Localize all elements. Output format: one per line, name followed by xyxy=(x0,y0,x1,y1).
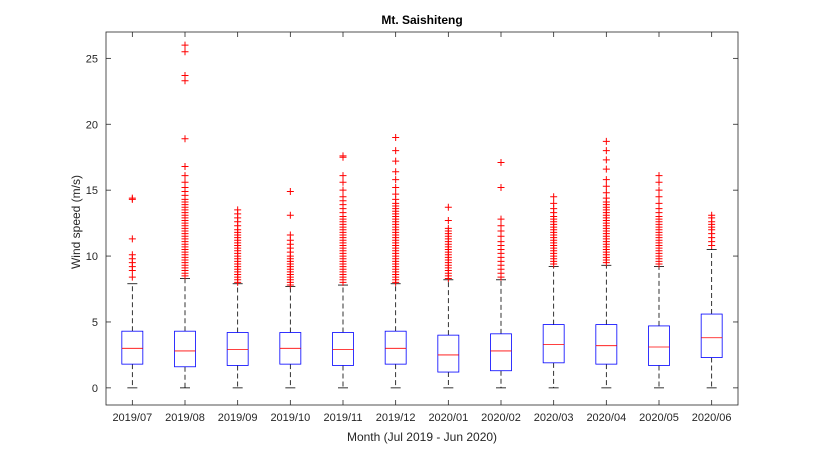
y-axis-label: Wind speed (m/s) xyxy=(69,175,83,269)
outlier-point xyxy=(339,178,347,186)
outlier-point xyxy=(602,165,610,173)
outlier-point xyxy=(708,211,716,219)
iqr-box xyxy=(226,332,249,366)
y-tick-label: 0 xyxy=(92,383,98,395)
iqr-box xyxy=(700,313,723,358)
x-tick-label: 2020/05 xyxy=(639,412,679,424)
outlier-point xyxy=(181,178,189,186)
y-tick-label: 20 xyxy=(86,119,98,131)
plot-frame xyxy=(105,31,739,406)
outlier-point xyxy=(392,176,400,184)
x-axis-label: Month (Jul 2019 - Jun 2020) xyxy=(347,430,497,444)
outlier-point xyxy=(550,199,558,207)
x-tick-label: 2019/11 xyxy=(324,412,363,424)
outlier-point xyxy=(181,135,189,143)
x-tick-label: 2019/09 xyxy=(218,412,258,424)
y-tick-label: 5 xyxy=(92,317,98,329)
x-tick-label: 2019/10 xyxy=(270,412,310,424)
y-tick-label: 10 xyxy=(86,251,98,263)
outlier-point xyxy=(339,186,347,194)
box-group-2020-05 xyxy=(648,172,670,389)
outlier-point xyxy=(655,172,663,180)
outlier-point xyxy=(392,157,400,165)
outlier-point xyxy=(602,156,610,164)
outlier-point xyxy=(655,193,663,201)
outlier-point xyxy=(602,147,610,155)
iqr-box xyxy=(595,324,618,365)
iqr-box xyxy=(121,330,144,365)
box-group-2019-07 xyxy=(121,194,144,389)
outlier-point xyxy=(497,222,505,230)
outlier-point xyxy=(181,162,189,170)
outlier-point xyxy=(128,251,136,259)
x-tick-label: 2020/06 xyxy=(692,412,732,424)
chart-title: Mt. Saishiteng xyxy=(381,13,462,27)
x-tick-label: 2020/03 xyxy=(534,412,574,424)
box-group-2019-10 xyxy=(279,187,302,389)
outlier-point xyxy=(339,172,347,180)
iqr-box xyxy=(437,334,460,373)
outlier-point xyxy=(444,224,452,232)
outlier-point xyxy=(655,199,663,207)
iqr-box xyxy=(174,330,196,368)
iqr-box xyxy=(490,333,512,372)
outlier-point xyxy=(128,194,136,202)
outlier-point xyxy=(392,168,400,176)
outlier-point xyxy=(286,211,294,219)
outlier-point xyxy=(497,215,505,223)
box-group-2019-09 xyxy=(226,206,249,389)
outlier-point xyxy=(392,184,400,192)
box-group-2020-01 xyxy=(437,203,460,389)
outlier-point xyxy=(181,48,189,56)
box-group-2020-03 xyxy=(542,193,565,389)
y-tick-label: 25 xyxy=(86,53,98,65)
outlier-point xyxy=(392,190,400,198)
iqr-box xyxy=(648,325,670,366)
x-tick-label: 2020/01 xyxy=(428,412,468,424)
outlier-point xyxy=(181,172,189,180)
outlier-point xyxy=(602,176,610,184)
x-tick-label: 2019/08 xyxy=(165,412,205,424)
boxes-layer xyxy=(121,41,723,389)
outlier-point xyxy=(550,193,558,201)
outlier-point xyxy=(655,186,663,194)
x-tick-label: 2020/04 xyxy=(586,412,626,424)
box-group-2020-02 xyxy=(490,158,512,389)
outlier-point xyxy=(128,273,136,281)
y-tick-label: 15 xyxy=(86,185,98,197)
outlier-point xyxy=(602,189,610,197)
outlier-point xyxy=(392,133,400,141)
outlier-point xyxy=(181,41,189,49)
x-tick-label: 2019/07 xyxy=(112,412,152,424)
outlier-point xyxy=(602,137,610,145)
iqr-box xyxy=(542,324,565,364)
outlier-point xyxy=(286,231,294,239)
x-tick-label: 2020/02 xyxy=(481,412,521,424)
iqr-box xyxy=(332,332,354,366)
x-tick-label: 2019/12 xyxy=(376,412,416,424)
outlier-point xyxy=(286,187,294,195)
box-group-2019-12 xyxy=(384,133,407,389)
plot-area xyxy=(105,31,739,406)
outlier-point xyxy=(497,184,505,192)
box-group-2020-06 xyxy=(700,211,723,389)
outlier-point xyxy=(128,235,136,243)
iqr-box xyxy=(384,330,407,365)
outlier-point xyxy=(497,158,505,166)
outlier-point xyxy=(444,203,452,211)
outlier-point xyxy=(339,193,347,201)
outlier-point xyxy=(392,147,400,155)
outlier-point xyxy=(181,71,189,79)
axes-layer: 0 5 10 15 20 25 2019/07 2019/08 2019/09 2019/10 20… xyxy=(86,32,738,424)
box-group-2020-04 xyxy=(595,137,618,389)
outlier-point xyxy=(234,206,242,214)
outlier-point xyxy=(655,178,663,186)
outlier-point xyxy=(602,182,610,190)
outlier-point xyxy=(444,216,452,224)
outlier-point xyxy=(339,152,347,160)
box-group-2019-11 xyxy=(332,152,354,389)
box-group-2019-08 xyxy=(174,41,196,389)
